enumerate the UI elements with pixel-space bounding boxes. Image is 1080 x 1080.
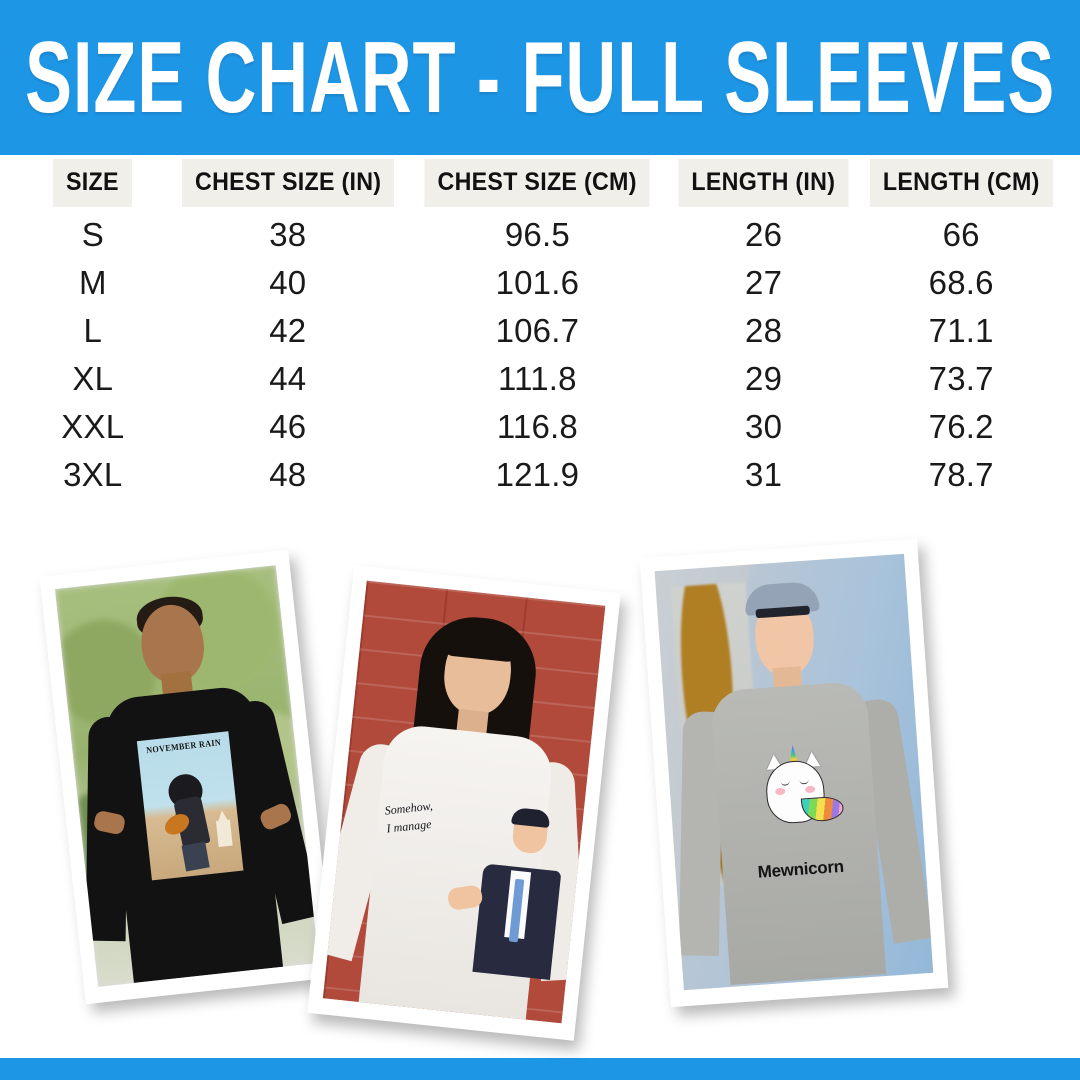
cell-size: M [78, 264, 107, 301]
photo-frame: Somehow, I manage [322, 580, 606, 1024]
shirt-print-mewnicorn [755, 744, 845, 827]
cell-length-in: 27 [745, 264, 783, 301]
table-header: SIZE CHEST SIZE (IN) CHEST SIZE (CM) LEN… [20, 155, 1060, 211]
product-photo-somehow-i-manage: Somehow, I manage [307, 565, 621, 1041]
cell-chest-cm: 96.5 [504, 216, 570, 253]
page-title: SIZE CHART - FULL SLEEVES [24, 20, 1056, 135]
cell-length-in: 31 [745, 456, 783, 493]
cell-chest-in: 48 [269, 456, 307, 493]
cell-length-cm: 78.7 [928, 456, 994, 493]
product-photo-strip: NOVEMBER RAIN [0, 538, 1080, 1041]
column-header-chest-in-label: CHEST SIZE (IN) [181, 159, 394, 207]
cell-chest-in: 44 [269, 360, 307, 397]
cell-chest-in: 40 [269, 264, 307, 301]
column-header-length-in: LENGTH (IN) [665, 155, 863, 211]
cell-length-in: 30 [745, 408, 783, 445]
table-row: M 40 101.6 27 68.6 [20, 259, 1060, 307]
column-header-chest-cm-label: CHEST SIZE (CM) [424, 159, 651, 207]
cell-length-cm: 76.2 [928, 408, 994, 445]
column-header-length-in-label: LENGTH (IN) [678, 159, 849, 207]
cell-size: 3XL [63, 456, 123, 493]
cell-length-in: 29 [745, 360, 783, 397]
cell-chest-cm: 116.8 [496, 408, 578, 445]
shirt-print-november-rain: NOVEMBER RAIN [136, 731, 244, 881]
table-row: XL 44 111.8 29 73.7 [20, 355, 1060, 403]
cell-length-cm: 73.7 [928, 360, 994, 397]
cell-size: XXL [61, 408, 125, 445]
cell-length-cm: 68.6 [928, 264, 994, 301]
guitarist-legs [181, 841, 210, 872]
grey-longsleeve-shirt [710, 680, 887, 985]
column-header-size: SIZE [20, 155, 166, 211]
header-banner: SIZE CHART - FULL SLEEVES [0, 0, 1080, 155]
size-chart-table: SIZE CHEST SIZE (IN) CHEST SIZE (CM) LEN… [20, 155, 1060, 499]
cell-chest-in: 42 [269, 312, 307, 349]
column-header-length-cm-label: LENGTH (CM) [869, 159, 1053, 207]
product-photo-mewnicorn: Mewnicorn [639, 538, 949, 1008]
footer-bar [0, 1058, 1080, 1080]
product-photo-november-rain: NOVEMBER RAIN [39, 549, 335, 1005]
photo-frame: Mewnicorn [654, 553, 934, 991]
cell-size: S [81, 216, 104, 253]
cell-chest-in: 46 [269, 408, 307, 445]
table-body: S 38 96.5 26 66 M 40 101.6 27 68.6 L 42 … [20, 211, 1060, 499]
cell-length-cm: 71.1 [928, 312, 994, 349]
cell-chest-cm: 101.6 [495, 264, 580, 301]
column-header-length-cm: LENGTH (CM) [862, 155, 1060, 211]
print-title: NOVEMBER RAIN [145, 737, 222, 756]
table-row: 3XL 48 121.9 31 78.7 [20, 451, 1060, 499]
cell-length-in: 26 [745, 216, 783, 253]
cell-length-cm: 66 [942, 216, 980, 253]
column-header-chest-in: CHEST SIZE (IN) [166, 155, 410, 211]
cell-chest-cm: 111.8 [498, 360, 577, 397]
cell-size: L [83, 312, 103, 349]
cell-chest-in: 38 [269, 216, 307, 253]
size-table-container: SIZE CHEST SIZE (IN) CHEST SIZE (CM) LEN… [0, 155, 1080, 545]
cell-chest-cm: 106.7 [495, 312, 580, 349]
cell-chest-cm: 121.9 [495, 456, 580, 493]
cell-size: XL [72, 360, 114, 397]
cell-length-in: 28 [745, 312, 783, 349]
column-header-chest-cm: CHEST SIZE (CM) [410, 155, 665, 211]
chapel-icon [215, 819, 233, 847]
column-header-size-label: SIZE [53, 159, 133, 207]
table-header-row: SIZE CHEST SIZE (IN) CHEST SIZE (CM) LEN… [20, 155, 1060, 211]
photo-frame: NOVEMBER RAIN [54, 565, 319, 987]
table-row: XXL 46 116.8 30 76.2 [20, 403, 1060, 451]
table-row: L 42 106.7 28 71.1 [20, 307, 1060, 355]
table-row: S 38 96.5 26 66 [20, 211, 1060, 259]
